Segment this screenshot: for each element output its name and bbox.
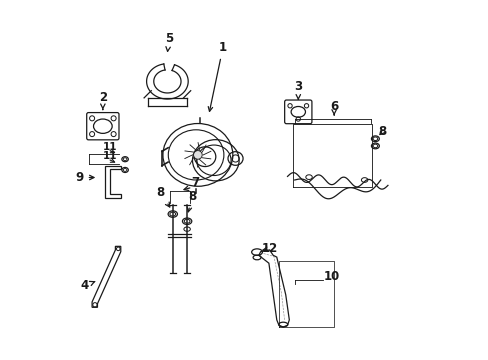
Text: 8: 8 <box>156 186 169 207</box>
Circle shape <box>193 150 202 159</box>
Text: 3: 3 <box>294 80 302 99</box>
Text: 11: 11 <box>102 151 117 161</box>
Text: 11: 11 <box>102 141 117 152</box>
Text: 9: 9 <box>75 171 94 184</box>
Text: 12: 12 <box>261 242 277 255</box>
Text: 8: 8 <box>187 190 196 212</box>
Text: 8: 8 <box>378 125 386 138</box>
Text: 1: 1 <box>208 41 226 111</box>
Text: 10: 10 <box>323 270 339 283</box>
Text: 4: 4 <box>81 279 95 292</box>
Text: 6: 6 <box>329 100 338 113</box>
Text: 7: 7 <box>190 176 199 189</box>
Text: 2: 2 <box>99 91 107 109</box>
Text: 5: 5 <box>165 32 173 51</box>
